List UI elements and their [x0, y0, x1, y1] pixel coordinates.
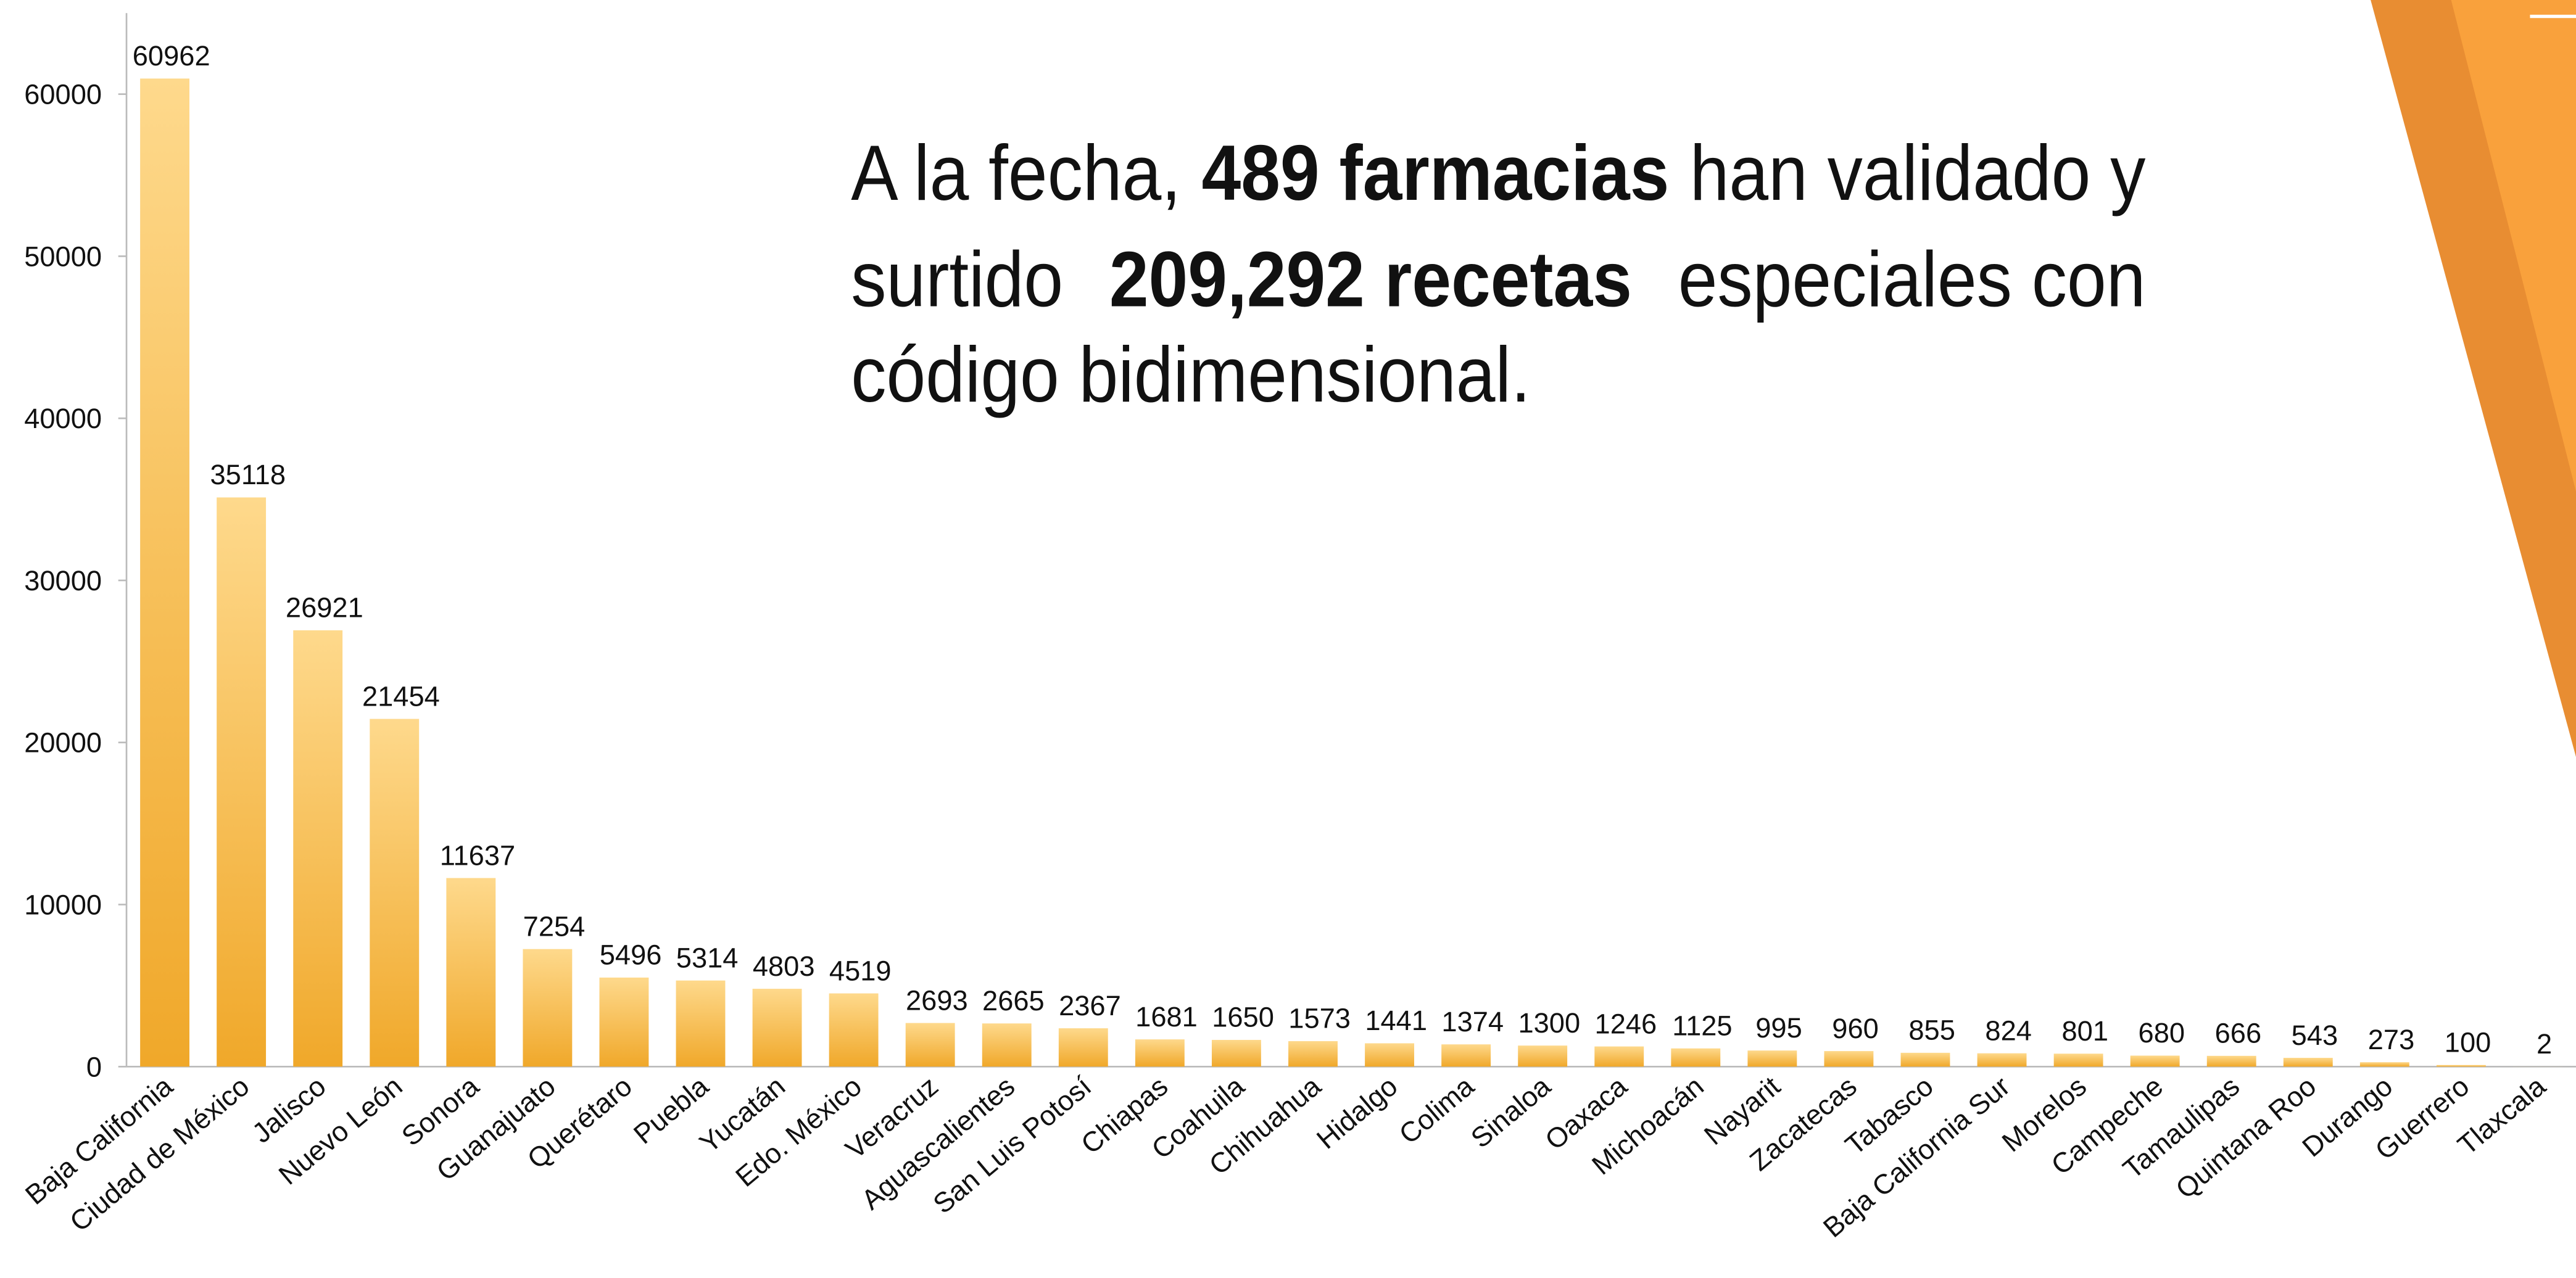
- data-label: 1650: [1212, 1002, 1274, 1033]
- data-label: 1441: [1365, 1005, 1427, 1036]
- data-label: 5314: [676, 942, 739, 973]
- page: A la fecha,489 farmaciashan validado y su…: [0, 0, 2576, 1278]
- bar: [1059, 1028, 1108, 1066]
- bar: [217, 497, 266, 1066]
- data-label: 543: [2292, 1020, 2338, 1051]
- bar: [2131, 1055, 2180, 1066]
- y-tick-label: 20000: [24, 727, 102, 759]
- bar: [1978, 1053, 2027, 1067]
- bar: [370, 719, 419, 1067]
- bar: [829, 994, 879, 1067]
- bar: [1594, 1047, 1644, 1067]
- data-label: 7254: [523, 910, 586, 942]
- data-label: 100: [2445, 1026, 2491, 1058]
- bar: [1212, 1040, 1261, 1066]
- data-label: 4803: [753, 950, 815, 982]
- bar: [1671, 1049, 1720, 1067]
- data-label: 2: [2537, 1028, 2552, 1060]
- bar: [1824, 1051, 1873, 1066]
- bar: [2284, 1058, 2333, 1066]
- annotation-text: especiales con: [1678, 235, 2146, 323]
- data-label: 5496: [600, 939, 662, 971]
- bar: [2207, 1056, 2256, 1067]
- bar: [1365, 1043, 1414, 1066]
- chart: A la fecha,489 farmaciashan validado y su…: [0, 0, 2576, 1278]
- bar: [2360, 1062, 2409, 1066]
- data-label: 1374: [1441, 1006, 1504, 1037]
- bar: [1747, 1050, 1797, 1066]
- y-tick-label: 60000: [24, 79, 102, 110]
- data-label: 960: [1832, 1013, 1879, 1044]
- data-label: 680: [2139, 1017, 2185, 1049]
- bar: [140, 78, 189, 1066]
- y-tick-label: 50000: [24, 241, 102, 272]
- y-tick-label: 0: [86, 1051, 102, 1082]
- data-label: 855: [1908, 1015, 1955, 1046]
- data-label: 1246: [1595, 1008, 1657, 1039]
- data-label: 26921: [286, 592, 363, 624]
- annotation-text: surtido: [851, 235, 1063, 323]
- bar: [599, 978, 648, 1066]
- y-tick-label: 30000: [24, 565, 102, 596]
- annotation-text: 489 farmacias: [1202, 128, 1670, 216]
- annotation-text: A la fecha,: [851, 128, 1181, 216]
- y-tick-label: 40000: [24, 403, 102, 434]
- x-tick-label: Sinaloa: [1465, 1070, 1557, 1154]
- data-label: 995: [1755, 1012, 1802, 1044]
- annotation-text: código bidimensional.: [851, 330, 1531, 418]
- data-label: 1681: [1135, 1001, 1198, 1033]
- data-label: 1573: [1288, 1003, 1351, 1034]
- bar: [1135, 1039, 1185, 1066]
- x-tick-label: Tlaxcala: [2451, 1070, 2552, 1161]
- data-label: 2367: [1059, 990, 1121, 1021]
- data-label: 1125: [1672, 1010, 1732, 1042]
- data-label: 273: [2368, 1024, 2415, 1055]
- data-label: 2665: [982, 985, 1045, 1016]
- data-label: 2693: [906, 984, 968, 1016]
- data-label: 801: [2061, 1015, 2108, 1047]
- data-label: 824: [1985, 1015, 2032, 1046]
- bar: [2054, 1053, 2103, 1066]
- data-label: 21454: [362, 680, 440, 712]
- bar: [1288, 1041, 1338, 1066]
- y-tick-label: 10000: [24, 889, 102, 921]
- bar: [2437, 1065, 2486, 1067]
- data-label: 666: [2215, 1018, 2262, 1049]
- bar: [906, 1023, 955, 1067]
- data-label: 11637: [440, 839, 515, 871]
- annotation-text: 209,292 recetas: [1109, 235, 1632, 323]
- x-tick-label: Hidalgo: [1311, 1070, 1403, 1155]
- bar: [1441, 1044, 1491, 1066]
- bar: [676, 981, 726, 1067]
- bar: [1901, 1053, 1950, 1066]
- bar: [982, 1023, 1032, 1066]
- bar: [293, 630, 342, 1066]
- bar: [446, 878, 495, 1067]
- annotation-text: han validado y: [1690, 128, 2146, 216]
- bar: [1518, 1045, 1567, 1066]
- data-label: 35118: [210, 459, 286, 490]
- data-label: 1300: [1518, 1007, 1580, 1039]
- x-tick-label: Colima: [1393, 1070, 1480, 1150]
- bar: [523, 949, 572, 1067]
- bar: [753, 989, 802, 1066]
- data-label: 60962: [133, 40, 210, 72]
- data-label: 4519: [829, 955, 892, 986]
